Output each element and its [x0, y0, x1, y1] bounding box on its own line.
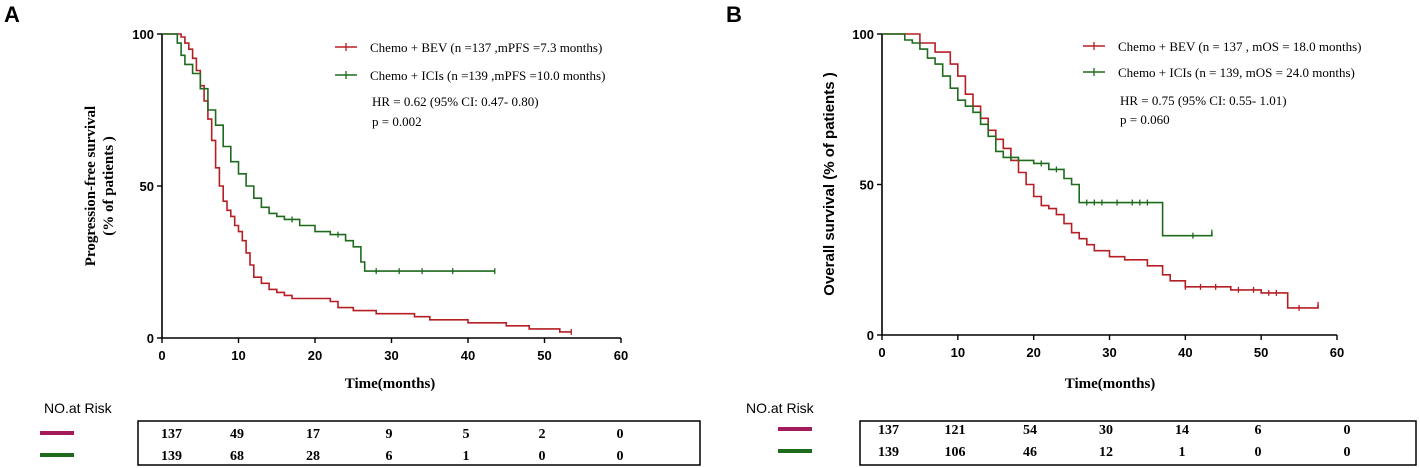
at-risk-value: 0 [617, 449, 624, 464]
at-risk-value: 30 [1099, 423, 1113, 438]
x-axis-title-a: Time(months) [345, 376, 436, 392]
x-tick-label: 40 [1178, 345, 1192, 360]
x-axis-title-b: Time(months) [1065, 376, 1156, 392]
series-line-ici [162, 33, 495, 272]
y-tick-label: 0 [867, 328, 874, 343]
at-risk-value: 0 [1344, 423, 1351, 438]
at-risk-value: 1 [1179, 445, 1186, 460]
stats-a-hr: HR = 0.62 (95% CI: 0.47- 0.80) [372, 94, 539, 109]
at-risk-value: 137 [161, 427, 182, 442]
stats-b-p: p = 0.060 [1120, 112, 1170, 127]
y-tick-label: 100 [852, 27, 874, 42]
at-risk-value: 0 [1344, 445, 1351, 460]
x-tick-label: 50 [537, 348, 551, 363]
at-risk-value: 54 [1023, 423, 1037, 438]
legend-a-ici: Chemo + ICIs (n =139 ,mPFS =10.0 months) [370, 68, 605, 83]
x-tick-label: 30 [384, 348, 398, 363]
x-tick-label: 20 [1026, 345, 1040, 360]
legend-b-ici: Chemo + ICIs (n = 139, mOS = 24.0 months… [1118, 65, 1355, 80]
y-tick-label: 50 [860, 178, 874, 193]
at-risk-title-a: NO.at Risk [44, 400, 113, 416]
x-tick-label: 0 [158, 348, 165, 363]
legend-b-bev: Chemo + BEV (n = 137 , mOS = 18.0 months… [1118, 39, 1361, 54]
legend-a-bev: Chemo + BEV (n =137 ,mPFS =7.3 months) [370, 40, 602, 55]
series-line-ici [882, 33, 1213, 237]
at-risk-value: 0 [539, 449, 546, 464]
at-risk-value: 106 [945, 445, 966, 460]
at-risk-value: 139 [878, 445, 899, 460]
y-tick-label: 50 [140, 179, 154, 194]
at-risk-value: 12 [1099, 445, 1113, 460]
at-risk-value: 49 [230, 427, 244, 442]
at-risk-value: 0 [617, 427, 624, 442]
at-risk-value: 6 [1255, 423, 1262, 438]
y-tick-label: 100 [132, 27, 154, 42]
x-tick-label: 30 [1102, 345, 1116, 360]
at-risk-table-b [859, 420, 1417, 466]
at-risk-value: 28 [306, 449, 320, 464]
x-tick-label: 50 [1254, 345, 1268, 360]
panel-label-b: B [726, 2, 742, 27]
x-tick-label: 20 [308, 348, 322, 363]
x-tick-label: 60 [1330, 345, 1344, 360]
stats-b-hr: HR = 0.75 (95% CI: 0.55- 1.01) [1120, 93, 1287, 108]
at-risk-title-b: NO.at Risk [746, 400, 815, 416]
at-risk-value: 0 [1255, 445, 1262, 460]
at-risk-value: 1 [463, 449, 470, 464]
at-risk-value: 121 [945, 423, 966, 438]
at-risk-value: 5 [463, 427, 470, 442]
at-risk-value: 137 [878, 423, 899, 438]
at-risk-value: 17 [306, 427, 320, 442]
x-tick-label: 10 [231, 348, 245, 363]
x-tick-label: 10 [951, 345, 965, 360]
at-risk-value: 6 [386, 449, 393, 464]
at-risk-value: 2 [539, 427, 546, 442]
series-line-bev [882, 33, 1319, 309]
x-tick-label: 0 [878, 345, 885, 360]
y-axis-title-a-line1: Progression-free survival [83, 106, 99, 266]
y-axis-title-a-line2: (% of patients ) [101, 136, 117, 236]
at-risk-value: 46 [1023, 445, 1037, 460]
at-risk-table-a [137, 420, 701, 466]
y-tick-label: 0 [147, 331, 154, 346]
at-risk-value: 139 [161, 449, 182, 464]
x-tick-label: 40 [461, 348, 475, 363]
y-axis-title-b: Overall survival (% of patients ) [821, 72, 838, 295]
at-risk-value: 14 [1175, 423, 1189, 438]
at-risk-value: 68 [230, 449, 244, 464]
at-risk-value: 9 [386, 427, 393, 442]
stats-a-p: p = 0.002 [372, 114, 422, 129]
panel-label-a: A [4, 2, 20, 27]
x-tick-label: 60 [614, 348, 628, 363]
